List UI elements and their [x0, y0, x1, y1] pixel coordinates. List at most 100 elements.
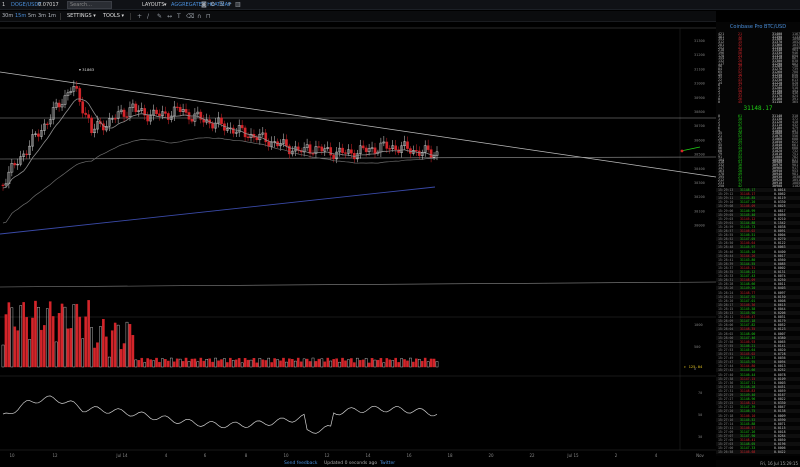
tools-menu[interactable]: TOOLS ▾ [103, 11, 124, 22]
volume-bar [178, 358, 182, 368]
crosshair-icon[interactable]: + [137, 13, 143, 20]
symbol-label[interactable]: DOGE/USDT [11, 2, 42, 8]
orderbook-cell: 1 [718, 116, 721, 121]
trade-row: 15:28:22 31147.92 0.0150 [716, 294, 800, 299]
price-chart[interactable]: 3130031200311003100030900308003070030600… [0, 22, 716, 467]
orderbook-cell: 31170 [772, 94, 783, 99]
orderbook-bid-row: 250 42 30900 1102 [716, 184, 800, 188]
orderbook-bid-row: 212 34 30920 1051 [716, 178, 800, 182]
orderbook-cell: 946 [792, 50, 799, 55]
candle-body [249, 133, 253, 138]
pencil-icon[interactable]: ✎ [157, 13, 163, 20]
twitter-link[interactable]: Twitter [380, 461, 396, 466]
timeframe-1m[interactable]: 1m [48, 13, 57, 19]
volume-bar [31, 317, 34, 368]
candle-body [332, 154, 335, 160]
settings-icon[interactable]: ⚙ [210, 1, 216, 8]
trade-row: 15:28:33 31147.43 0.0074 [716, 274, 800, 278]
candle-body [119, 109, 123, 113]
horizontal-level [0, 156, 716, 160]
measure-icon[interactable]: ↔ [167, 13, 173, 20]
layout-name[interactable]: AGGREGATED HEATMAP [171, 2, 232, 8]
orderbook-cell: 312 [718, 40, 725, 45]
trade-row: 15:27:33 31148.28 0.0451 [716, 384, 800, 389]
price-tick-label: 30500 [694, 153, 705, 157]
trade-cell: 15:29:13 [718, 188, 734, 192]
settings-menu[interactable]: SETTINGS ▾ [67, 11, 96, 22]
text-icon[interactable]: T [177, 13, 181, 20]
trade-cell: 31146.12 [740, 270, 756, 274]
trade-cell: 0.0078 [774, 372, 786, 377]
orderbook-cell: 31130 [772, 116, 783, 121]
time-tick-label: 6 [204, 453, 207, 458]
trades-list[interactable]: 15:29:13 31148.17 0.0014 15:29:12 31148.17 0.… [716, 188, 800, 456]
chart-drawings [0, 71, 716, 288]
plus-icon[interactable]: + [227, 1, 233, 8]
trade-cell: 15:27:20 [718, 409, 734, 414]
candle-body [137, 110, 141, 113]
trade-cell: 15:28:11 [718, 315, 734, 320]
volume-bar [432, 358, 436, 368]
volume-bar [96, 342, 99, 368]
timeframe-30m[interactable]: 30m [2, 13, 14, 19]
trade-cell: 0.0062 [774, 192, 786, 197]
trade-cell: 31147.05 [740, 237, 756, 242]
trade-cell: 0.0018 [774, 429, 786, 434]
candle-body [69, 91, 73, 93]
trade-cell: 0.0044 [774, 306, 786, 311]
orderbook-cell: 1 [718, 94, 721, 99]
orderbook-cell: 41 [738, 45, 743, 50]
volume-bar [78, 316, 82, 368]
candle-body [400, 145, 403, 153]
trash-icon[interactable]: ▥ [235, 1, 241, 8]
candle-body [93, 128, 96, 134]
candle-body [178, 106, 182, 112]
trade-cell: 31146.02 [740, 229, 756, 233]
camera-icon[interactable]: ◙ [201, 1, 207, 8]
trade-cell: 15:29:01 [718, 220, 734, 225]
trade-row: 15:29:03 31145.12 0.0210 [716, 217, 800, 221]
volume-bar [158, 361, 161, 368]
orderbook-cell: 38 [738, 116, 743, 121]
timeframe-3m[interactable]: 3m [38, 13, 47, 19]
orderbook-ask-row: 154 37 31310 867 [716, 56, 800, 60]
send-feedback-link[interactable]: Send feedback [284, 461, 318, 466]
layouts-menu[interactable]: LAYOUTS [142, 0, 165, 10]
orderbook-cell: 751 [792, 151, 799, 156]
volume-bar [81, 338, 85, 368]
timeframe-5m[interactable]: 5m [28, 13, 37, 19]
trade-row: 15:28:26 31149.20 0.0403 [716, 286, 800, 291]
candle-body [373, 147, 377, 154]
timeframe-15m[interactable]: 15m [15, 13, 27, 19]
orderbook-cell: 613 [792, 77, 799, 82]
layouts-caret-icon[interactable]: ▾ [164, 2, 167, 8]
candle-body [190, 119, 194, 122]
time-tick-label: 2 [615, 453, 618, 458]
orderbook-bid-row: 0 61 31140 310 [716, 114, 800, 118]
magnet-icon[interactable]: ∩ [197, 13, 202, 20]
orderbook-cell: 21 [718, 134, 723, 139]
volume-bar [110, 330, 114, 368]
search-input[interactable]: Search... [67, 1, 112, 9]
candle-body [143, 108, 147, 116]
trade-cell: 31145.31 [740, 265, 756, 270]
trade-cell: 31145.12 [740, 216, 756, 221]
oscillator-tick-label: 30 [698, 435, 702, 439]
trade-row: 15:28:11 31146.47 0.0031 [716, 315, 800, 319]
trade-cell: 0.0138 [774, 409, 786, 414]
orderbook-cell: 34 [738, 177, 743, 182]
volume-bar [420, 360, 424, 368]
volume-bar [397, 362, 400, 368]
orderbook-bid-row: 231 17 30910 1085 [716, 181, 800, 185]
trendline-icon[interactable]: / [147, 13, 150, 20]
eraser-icon[interactable]: ⌫ [186, 13, 195, 20]
trade-row: 15:27:49 31144.37 0.0036 [716, 356, 800, 360]
orderbook-cell: 84 [718, 67, 723, 72]
orderbook-title[interactable]: Coinbase Pro BTC/USD [716, 22, 800, 32]
workspace-index[interactable]: 1 [2, 2, 6, 8]
candle-body [429, 149, 433, 158]
trade-cell: 31147.92 [740, 294, 756, 299]
lock-icon[interactable]: ⊓ [206, 13, 211, 20]
list-icon[interactable]: ☰ [219, 1, 225, 8]
trade-row: 15:28:17 31146.36 0.0615 [716, 302, 800, 307]
